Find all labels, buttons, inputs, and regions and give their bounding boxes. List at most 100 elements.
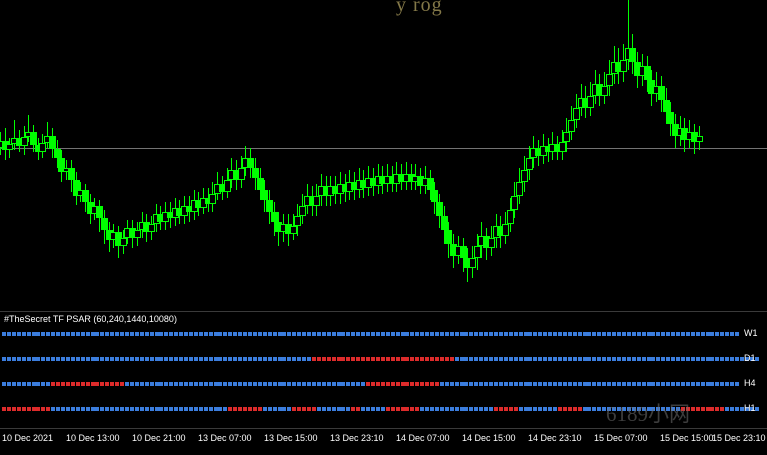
candle-body	[459, 246, 467, 258]
psar-dot	[174, 357, 179, 361]
psar-dot	[100, 407, 105, 411]
psar-dot	[489, 382, 494, 386]
candle-body	[266, 200, 274, 212]
psar-dot	[31, 407, 36, 411]
candle-body	[572, 108, 580, 120]
psar-dot	[46, 332, 51, 336]
psar-dot	[430, 332, 435, 336]
psar-dot	[90, 357, 95, 361]
psar-dot	[548, 382, 553, 386]
psar-dot	[272, 382, 277, 386]
candle-body	[67, 168, 75, 180]
psar-dot	[56, 332, 61, 336]
price-chart-pane[interactable]: y rog	[0, 0, 767, 311]
psar-dot	[562, 407, 567, 411]
psar-dot	[449, 357, 454, 361]
psar-dot	[272, 357, 277, 361]
psar-dot	[70, 357, 75, 361]
psar-dot	[420, 332, 425, 336]
psar-dot	[656, 332, 661, 336]
psar-dot	[489, 407, 494, 411]
candle-body	[20, 137, 28, 146]
psar-dot	[16, 407, 21, 411]
psar-dot	[577, 357, 582, 361]
psar-dot	[233, 407, 238, 411]
psar-dot	[341, 407, 346, 411]
psar-dot	[405, 407, 410, 411]
candle-body	[133, 230, 141, 238]
psar-dot	[385, 382, 390, 386]
candle-body	[299, 206, 307, 216]
psar-dot	[740, 407, 744, 411]
psar-dot	[2, 407, 6, 411]
psar-dot	[164, 407, 169, 411]
psar-dot	[326, 357, 331, 361]
time-axis[interactable]: 10 Dec 2021 10 Dec 13:00 10 Dec 21:00 13 De…	[0, 428, 767, 455]
psar-dot	[641, 382, 646, 386]
psar-dot	[602, 332, 607, 336]
psar-dot	[740, 357, 744, 361]
psar-dot	[444, 332, 449, 336]
psar-dot	[188, 357, 193, 361]
psar-dot	[277, 407, 282, 411]
psar-dot	[361, 357, 366, 361]
psar-dot	[46, 357, 51, 361]
candle-body	[629, 48, 637, 62]
psar-dot	[316, 407, 321, 411]
psar-dot	[641, 407, 646, 411]
indicator-title: #TheSecret TF PSAR (60,240,1440,10080)	[4, 314, 177, 324]
psar-dot	[267, 357, 272, 361]
psar-dot	[51, 407, 56, 411]
psar-dot	[646, 332, 651, 336]
psar-dot	[46, 382, 51, 386]
psar-dot	[484, 357, 489, 361]
psar-dot	[154, 357, 159, 361]
psar-dot	[513, 357, 518, 361]
psar-dot	[676, 382, 681, 386]
psar-dot	[439, 382, 444, 386]
psar-dot	[720, 357, 725, 361]
psar-dot	[498, 382, 503, 386]
candle-body	[662, 100, 670, 112]
psar-dot	[366, 332, 371, 336]
psar-dot	[95, 357, 100, 361]
psar-dot	[513, 407, 518, 411]
psar-dot	[533, 332, 538, 336]
psar-dot	[705, 407, 710, 411]
psar-dot	[198, 382, 203, 386]
psar-dot	[690, 357, 695, 361]
psar-dot	[420, 407, 425, 411]
psar-dot	[449, 407, 454, 411]
psar-dot	[110, 382, 115, 386]
psar-dot	[617, 332, 621, 336]
psar-dot	[248, 357, 252, 361]
psar-dot	[179, 407, 184, 411]
psar-dot	[243, 332, 248, 336]
psar-dot	[577, 382, 582, 386]
psar-dot	[208, 357, 213, 361]
psar-dot	[252, 407, 257, 411]
psar-dot	[287, 382, 292, 386]
psar-dot	[56, 382, 61, 386]
psar-dot	[61, 407, 66, 411]
psar-dot	[326, 382, 331, 386]
psar-dot	[302, 357, 307, 361]
psar-dot	[700, 357, 705, 361]
psar-dot	[400, 407, 405, 411]
psar-dot	[267, 382, 272, 386]
psar-dot	[725, 332, 730, 336]
psar-dot	[95, 407, 100, 411]
psar-dot	[710, 332, 715, 336]
candle-body	[270, 212, 278, 222]
psar-dot	[735, 357, 740, 361]
psar-dot	[51, 332, 56, 336]
psar-dot	[523, 357, 528, 361]
psar-dot	[248, 382, 252, 386]
psar-dot	[341, 332, 346, 336]
psar-dot	[316, 382, 321, 386]
psar-dot	[385, 332, 390, 336]
psar-indicator-pane[interactable]: #TheSecret TF PSAR (60,240,1440,10080) W…	[0, 311, 767, 429]
psar-dot	[695, 407, 700, 411]
psar-dot	[297, 332, 302, 336]
psar-dot	[484, 332, 489, 336]
